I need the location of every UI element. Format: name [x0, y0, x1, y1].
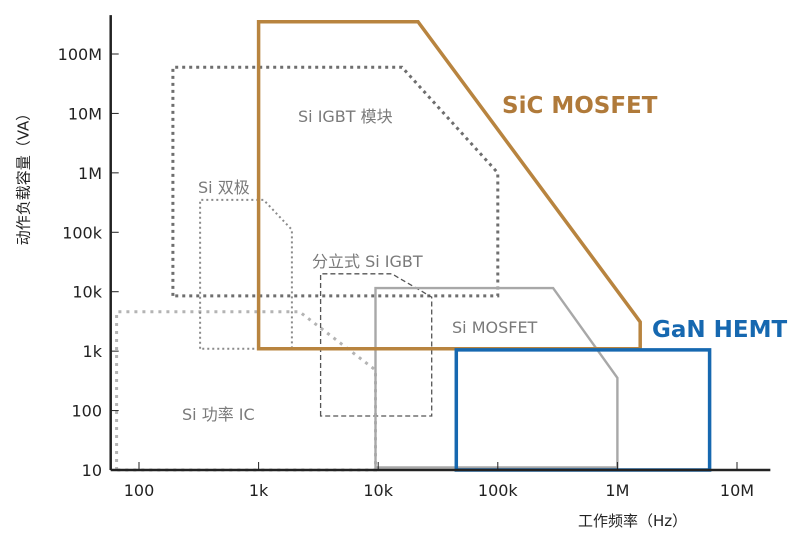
- y-tick-label: 1M: [78, 164, 102, 183]
- label-si-bipolar: Si 双极: [198, 178, 250, 197]
- y-tick-label: 100k: [62, 223, 103, 242]
- region-0: [115, 310, 377, 472]
- region-3: [319, 273, 433, 417]
- x-tick-label: 1k: [249, 481, 269, 500]
- y-axis-label: 动作负载容量（VA）: [14, 105, 33, 246]
- region-5: [256, 19, 642, 351]
- region-4: [374, 286, 619, 469]
- x-tick-label: 1M: [605, 481, 629, 500]
- y-tick-label: 10k: [72, 283, 102, 302]
- x-tick-label: 10M: [720, 481, 754, 500]
- region-6: [454, 348, 712, 472]
- x-tick-label: 100: [124, 481, 155, 500]
- label-si-power-ic: Si 功率 IC: [182, 405, 255, 424]
- y-tick-label: 10: [82, 461, 102, 480]
- region-2: [199, 198, 293, 350]
- y-tick-label: 10M: [68, 104, 102, 123]
- label-sic-mosfet: SiC MOSFET: [502, 93, 658, 119]
- label-discrete-si-igbt: 分立式 Si IGBT: [312, 252, 423, 271]
- region-1: [171, 65, 500, 298]
- x-tick-label: 100k: [478, 481, 519, 500]
- x-tick-label: 10k: [363, 481, 393, 500]
- y-tick-label: 100: [71, 402, 102, 421]
- y-tick-label: 1k: [83, 342, 103, 361]
- label-si-mosfet: Si MOSFET: [452, 318, 538, 337]
- x-axis-label: 工作频率（Hz）: [578, 512, 688, 530]
- label-si-igbt-module: Si IGBT 模块: [298, 107, 393, 126]
- y-tick-label: 100M: [58, 45, 102, 64]
- label-gan-hemt: GaN HEMT: [652, 317, 788, 343]
